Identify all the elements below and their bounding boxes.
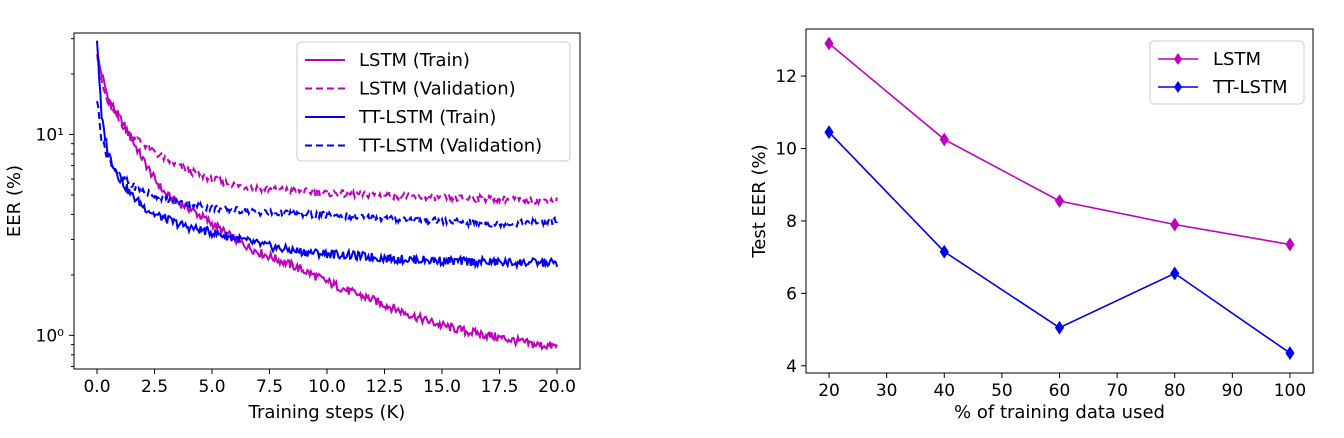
x-tick-label: 0.0: [83, 377, 110, 397]
series-line-1: [828, 131, 1291, 354]
legend-label: TT-LSTM: [1212, 77, 1288, 98]
x-tick-label: 100: [1274, 381, 1306, 401]
x-tick-label: 12.5: [366, 377, 404, 397]
y-axis-label: Test EER (%): [749, 144, 770, 258]
series-line-1: [96, 54, 558, 207]
x-tick-label: 50: [991, 381, 1013, 401]
x-tick-label: 40: [933, 381, 955, 401]
x-axis-label: % of training data used: [954, 402, 1165, 423]
legend-label: TT-LSTM (Train): [358, 107, 496, 128]
x-tick-label: 30: [876, 381, 898, 401]
legend-box: [296, 41, 571, 162]
data-marker: [939, 244, 949, 259]
series-line-0: [97, 56, 558, 351]
legend-label: TT-LSTM (Validation): [358, 136, 542, 157]
y-tick-label: 4: [786, 357, 797, 377]
y-tick-label: 12: [775, 67, 797, 87]
legend: LSTM (Train) LSTM (Validation) TT-LSTM (Tr…: [296, 41, 571, 162]
x-tick-label: 10.0: [308, 377, 346, 397]
data-marker: [1054, 320, 1065, 335]
x-tick-label: 20.0: [538, 377, 576, 397]
y-tick-label: 8: [786, 212, 797, 232]
data-marker: [1170, 217, 1180, 232]
data-marker: [824, 125, 834, 140]
legend-label: LSTM (Validation): [359, 79, 516, 100]
x-tick-label: 5.0: [198, 377, 225, 397]
x-tick-label: 17.5: [481, 377, 519, 397]
x-tick-label: 20: [818, 381, 840, 401]
legend-marker: [1174, 53, 1182, 65]
x-tick-label: 70: [1106, 381, 1128, 401]
x-axis-label: Training steps (K): [248, 402, 406, 423]
legend: LSTM TT-LSTM: [1149, 40, 1305, 105]
legend-label: LSTM: [1213, 49, 1261, 70]
legend-box: [1149, 40, 1305, 105]
data-marker: [1285, 346, 1295, 360]
y-axis-label: EER (%): [4, 165, 25, 237]
x-tick-label: 90: [1222, 381, 1244, 401]
test-eer-chart: 20 30 40 50 60 70 80 90 100 4 6 8 10 12 % of training …: [749, 28, 1314, 423]
data-marker: [824, 36, 834, 51]
legend-marker: [1174, 81, 1182, 93]
legend-label: LSTM (Train): [359, 50, 470, 71]
y-tick-label: 6: [786, 284, 797, 304]
x-tick-label: 15.0: [423, 377, 461, 397]
y-tick-label: 10⁰: [36, 326, 65, 346]
y-tick-label: 10: [775, 139, 797, 159]
data-marker: [1285, 237, 1295, 252]
y-tick-label: 10¹: [36, 125, 64, 145]
x-tick-label: 60: [1049, 381, 1071, 401]
x-tick-label: 7.5: [256, 377, 283, 397]
data-marker: [1054, 194, 1065, 208]
x-tick-label: 2.5: [141, 377, 168, 397]
data-marker: [939, 132, 949, 147]
x-tick-label: 80: [1164, 381, 1186, 401]
series-line-3: [96, 100, 558, 231]
data-marker: [1170, 266, 1180, 281]
series-line-2: [96, 40, 558, 271]
training-curves-chart: 0.0 2.5 5.0 7.5 10.0 12.5 15.0 17.5 20.0 10⁰ 10¹ Tr…: [4, 32, 581, 423]
